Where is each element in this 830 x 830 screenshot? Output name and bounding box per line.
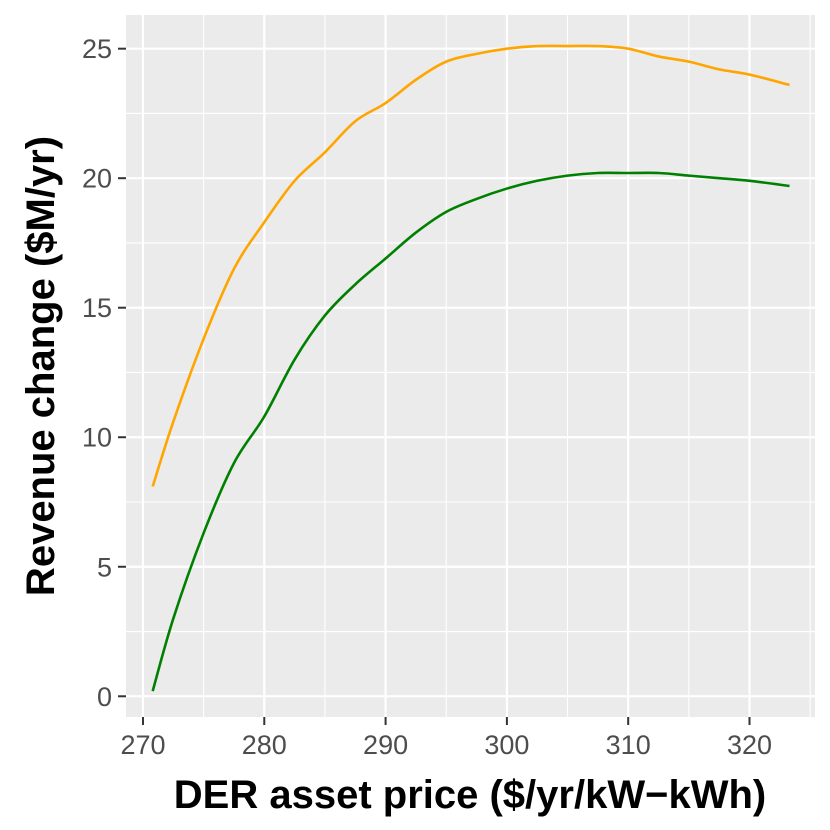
grid-major [126,15,815,717]
y-axis-title: Revenue change ($M/yr) [19,136,63,596]
plot-panel [126,15,815,717]
x-tick-label: 320 [727,730,772,760]
y-tick-label: 20 [82,164,112,194]
x-tick-label: 290 [363,730,408,760]
x-axis-ticks: 270 280 290 300 310 320 [120,717,772,760]
x-axis-title: DER asset price ($/yr/kW−kWh) [174,773,766,817]
y-tick-label: 10 [82,423,112,453]
x-tick-label: 270 [120,730,165,760]
grid-minor [126,15,815,717]
series-line-1 [151,44,790,487]
x-tick-label: 280 [242,730,287,760]
y-tick-label: 25 [82,34,112,64]
series-line-2 [151,171,790,692]
x-tick-label: 310 [606,730,651,760]
y-tick-label: 5 [97,552,112,582]
y-tick-label: 15 [82,293,112,323]
x-tick-label: 300 [484,730,529,760]
y-axis-ticks: 0 5 10 15 20 25 [82,34,126,712]
y-tick-label: 0 [97,682,112,712]
series-layer [151,44,790,692]
